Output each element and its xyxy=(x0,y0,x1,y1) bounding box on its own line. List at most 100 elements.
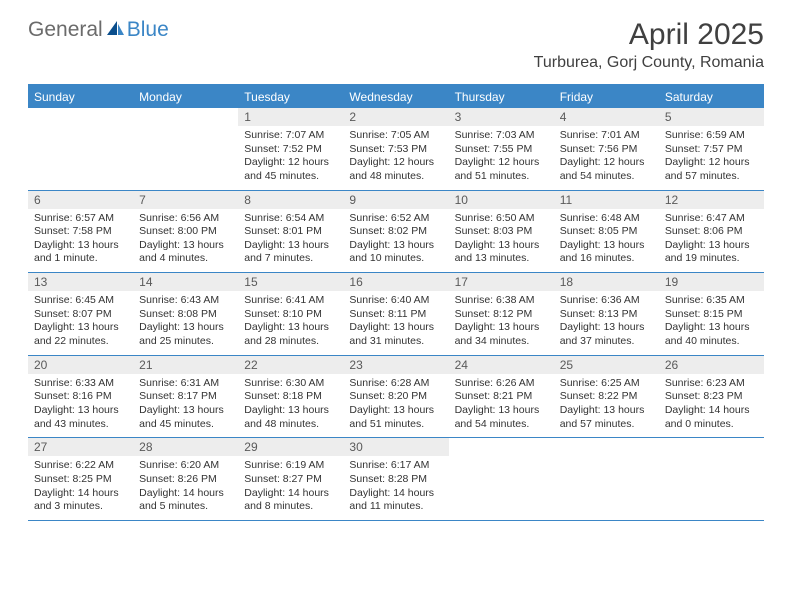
day-number: 21 xyxy=(133,356,238,374)
daylight-text: Daylight: 13 hours and 1 minute. xyxy=(34,239,127,266)
day-number: 18 xyxy=(554,273,659,291)
dow-friday: Friday xyxy=(554,86,659,108)
day-body: Sunrise: 6:54 AMSunset: 8:01 PMDaylight:… xyxy=(238,209,343,273)
calendar-week: 1Sunrise: 7:07 AMSunset: 7:52 PMDaylight… xyxy=(28,108,764,191)
logo: General Blue xyxy=(28,18,169,42)
day-body: Sunrise: 6:48 AMSunset: 8:05 PMDaylight:… xyxy=(554,209,659,273)
calendar-day: 16Sunrise: 6:40 AMSunset: 8:11 PMDayligh… xyxy=(343,273,448,355)
logo-text-blue: Blue xyxy=(127,18,169,42)
sunset-text: Sunset: 8:26 PM xyxy=(139,473,232,487)
day-number: 9 xyxy=(343,191,448,209)
sunset-text: Sunset: 8:03 PM xyxy=(455,225,548,239)
daylight-text: Daylight: 13 hours and 22 minutes. xyxy=(34,321,127,348)
dow-sunday: Sunday xyxy=(28,86,133,108)
sunset-text: Sunset: 8:02 PM xyxy=(349,225,442,239)
daylight-text: Daylight: 13 hours and 43 minutes. xyxy=(34,404,127,431)
sunset-text: Sunset: 8:10 PM xyxy=(244,308,337,322)
calendar-day: 14Sunrise: 6:43 AMSunset: 8:08 PMDayligh… xyxy=(133,273,238,355)
day-number: 5 xyxy=(659,108,764,126)
sunset-text: Sunset: 7:55 PM xyxy=(455,143,548,157)
sunrise-text: Sunrise: 6:41 AM xyxy=(244,294,337,308)
sunrise-text: Sunrise: 6:50 AM xyxy=(455,212,548,226)
calendar-day: 29Sunrise: 6:19 AMSunset: 8:27 PMDayligh… xyxy=(238,438,343,520)
day-body: Sunrise: 6:26 AMSunset: 8:21 PMDaylight:… xyxy=(449,374,554,438)
daylight-text: Daylight: 13 hours and 7 minutes. xyxy=(244,239,337,266)
sunset-text: Sunset: 7:57 PM xyxy=(665,143,758,157)
sunset-text: Sunset: 8:07 PM xyxy=(34,308,127,322)
calendar-day: 28Sunrise: 6:20 AMSunset: 8:26 PMDayligh… xyxy=(133,438,238,520)
day-number: 17 xyxy=(449,273,554,291)
calendar: Sunday Monday Tuesday Wednesday Thursday… xyxy=(28,84,764,521)
dow-saturday: Saturday xyxy=(659,86,764,108)
daylight-text: Daylight: 12 hours and 45 minutes. xyxy=(244,156,337,183)
day-number: 14 xyxy=(133,273,238,291)
sunrise-text: Sunrise: 6:43 AM xyxy=(139,294,232,308)
dow-tuesday: Tuesday xyxy=(238,86,343,108)
daylight-text: Daylight: 13 hours and 4 minutes. xyxy=(139,239,232,266)
calendar-day: 24Sunrise: 6:26 AMSunset: 8:21 PMDayligh… xyxy=(449,356,554,438)
calendar-day: 12Sunrise: 6:47 AMSunset: 8:06 PMDayligh… xyxy=(659,191,764,273)
calendar-week: 6Sunrise: 6:57 AMSunset: 7:58 PMDaylight… xyxy=(28,191,764,274)
sunset-text: Sunset: 8:23 PM xyxy=(665,390,758,404)
header: General Blue April 2025 Turburea, Gorj C… xyxy=(0,0,792,78)
daylight-text: Daylight: 14 hours and 3 minutes. xyxy=(34,487,127,514)
calendar-day xyxy=(28,108,133,190)
calendar-day: 18Sunrise: 6:36 AMSunset: 8:13 PMDayligh… xyxy=(554,273,659,355)
daylight-text: Daylight: 14 hours and 11 minutes. xyxy=(349,487,442,514)
sunrise-text: Sunrise: 6:45 AM xyxy=(34,294,127,308)
sunrise-text: Sunrise: 6:57 AM xyxy=(34,212,127,226)
calendar-day: 26Sunrise: 6:23 AMSunset: 8:23 PMDayligh… xyxy=(659,356,764,438)
sunset-text: Sunset: 8:21 PM xyxy=(455,390,548,404)
dow-header-row: Sunday Monday Tuesday Wednesday Thursday… xyxy=(28,86,764,108)
daylight-text: Daylight: 13 hours and 54 minutes. xyxy=(455,404,548,431)
day-number: 28 xyxy=(133,438,238,456)
sunrise-text: Sunrise: 6:17 AM xyxy=(349,459,442,473)
calendar-day: 6 Sunrise: 6:57 AMSunset: 7:58 PMDaylight… xyxy=(28,191,133,273)
sunset-text: Sunset: 7:58 PM xyxy=(34,225,127,239)
day-number xyxy=(449,438,554,456)
daylight-text: Daylight: 13 hours and 16 minutes. xyxy=(560,239,653,266)
sunset-text: Sunset: 8:27 PM xyxy=(244,473,337,487)
sunset-text: Sunset: 7:53 PM xyxy=(349,143,442,157)
day-number: 8 xyxy=(238,191,343,209)
daylight-text: Daylight: 13 hours and 28 minutes. xyxy=(244,321,337,348)
day-body: Sunrise: 6:22 AMSunset: 8:25 PMDaylight:… xyxy=(28,456,133,520)
day-number: 24 xyxy=(449,356,554,374)
day-body xyxy=(449,456,554,516)
daylight-text: Daylight: 13 hours and 51 minutes. xyxy=(349,404,442,431)
sunrise-text: Sunrise: 6:52 AM xyxy=(349,212,442,226)
calendar-day xyxy=(659,438,764,520)
day-number: 16 xyxy=(343,273,448,291)
sunrise-text: Sunrise: 7:05 AM xyxy=(349,129,442,143)
day-body: Sunrise: 6:25 AMSunset: 8:22 PMDaylight:… xyxy=(554,374,659,438)
calendar-day: 2Sunrise: 7:05 AMSunset: 7:53 PMDaylight… xyxy=(343,108,448,190)
sunset-text: Sunset: 8:20 PM xyxy=(349,390,442,404)
day-body: Sunrise: 6:17 AMSunset: 8:28 PMDaylight:… xyxy=(343,456,448,520)
calendar-day: 25Sunrise: 6:25 AMSunset: 8:22 PMDayligh… xyxy=(554,356,659,438)
calendar-day: 8Sunrise: 6:54 AMSunset: 8:01 PMDaylight… xyxy=(238,191,343,273)
day-body: Sunrise: 6:33 AMSunset: 8:16 PMDaylight:… xyxy=(28,374,133,438)
day-number: 29 xyxy=(238,438,343,456)
day-number: 20 xyxy=(28,356,133,374)
calendar-day: 22Sunrise: 6:30 AMSunset: 8:18 PMDayligh… xyxy=(238,356,343,438)
day-number: 13 xyxy=(28,273,133,291)
daylight-text: Daylight: 13 hours and 34 minutes. xyxy=(455,321,548,348)
daylight-text: Daylight: 13 hours and 48 minutes. xyxy=(244,404,337,431)
daylight-text: Daylight: 13 hours and 25 minutes. xyxy=(139,321,232,348)
sunset-text: Sunset: 8:05 PM xyxy=(560,225,653,239)
logo-sail-icon xyxy=(105,19,125,42)
day-number xyxy=(659,438,764,456)
calendar-day: 20Sunrise: 6:33 AMSunset: 8:16 PMDayligh… xyxy=(28,356,133,438)
calendar-day: 15Sunrise: 6:41 AMSunset: 8:10 PMDayligh… xyxy=(238,273,343,355)
sunrise-text: Sunrise: 6:30 AM xyxy=(244,377,337,391)
calendar-day: 10Sunrise: 6:50 AMSunset: 8:03 PMDayligh… xyxy=(449,191,554,273)
sunset-text: Sunset: 8:00 PM xyxy=(139,225,232,239)
day-number: 6 xyxy=(28,191,133,209)
sunset-text: Sunset: 7:52 PM xyxy=(244,143,337,157)
calendar-day xyxy=(449,438,554,520)
day-body: Sunrise: 7:07 AMSunset: 7:52 PMDaylight:… xyxy=(238,126,343,190)
day-body: Sunrise: 6:52 AMSunset: 8:02 PMDaylight:… xyxy=(343,209,448,273)
daylight-text: Daylight: 12 hours and 51 minutes. xyxy=(455,156,548,183)
sunrise-text: Sunrise: 6:36 AM xyxy=(560,294,653,308)
sunrise-text: Sunrise: 6:59 AM xyxy=(665,129,758,143)
